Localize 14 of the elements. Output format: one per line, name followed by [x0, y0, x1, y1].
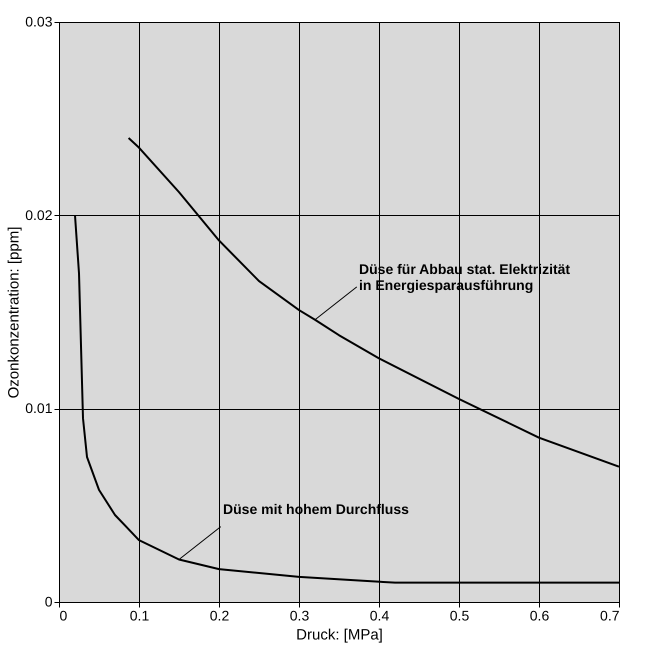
x-tick-label: 0.7	[600, 608, 620, 624]
x-tick-label: 0.5	[450, 608, 470, 624]
y-tick-label: 0	[44, 594, 53, 610]
y-tick-label: 0.01	[25, 400, 53, 416]
x-tick-label: 0	[60, 608, 68, 624]
y-axis-title: Ozonkonzentration: [ppm]	[5, 226, 22, 398]
x-axis-title: Druck: [MPa]	[296, 626, 383, 644]
x-tick-label: 0.4	[370, 608, 390, 624]
y-tick-label: 0.03	[25, 14, 53, 30]
y-tick-label: 0.02	[25, 206, 53, 223]
x-tick-label: 0.2	[210, 608, 230, 624]
x-tick-label: 0.6	[530, 608, 550, 624]
x-tick-label: 0.1	[130, 608, 150, 624]
x-tick-label: 0.3	[290, 608, 310, 624]
